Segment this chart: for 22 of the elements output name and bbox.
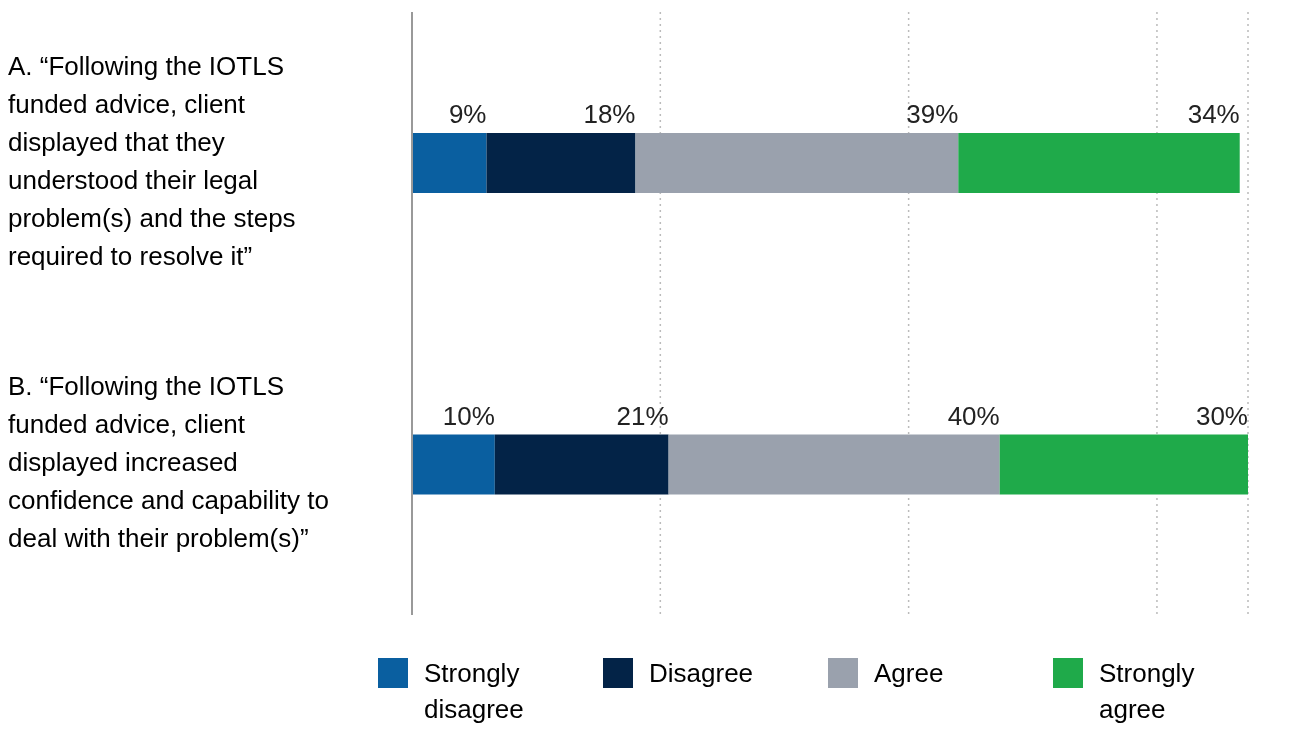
y-tick-label: A. “Following the IOTLS funded advice, client displayed that they understood their legal problem(s) and the steps required to resolve it” (8, 50, 296, 271)
data-label: 40% (947, 400, 1000, 431)
data-label: 18% (583, 99, 636, 129)
bar (668, 434, 1000, 495)
y-tick-label: B. “Following the IOTLS funded advice, client displayed increased confidence and capability to deal with their problem(s)” (8, 371, 329, 554)
bar (494, 434, 669, 495)
data-label: 10% (442, 400, 495, 431)
bar (412, 133, 487, 193)
bar (958, 133, 1240, 193)
data-label: 21% (616, 400, 669, 431)
data-label: 9% (448, 99, 487, 129)
legend-label: Strongly agree (1099, 657, 1196, 726)
bar (486, 133, 636, 193)
data-label: 39% (906, 99, 959, 129)
data-label: 34% (1187, 99, 1240, 129)
bar (412, 434, 495, 495)
legend-label: Disagree (649, 657, 755, 690)
bar (635, 133, 959, 193)
data-label: 30% (1195, 400, 1248, 431)
bar (999, 434, 1248, 495)
legend-label: Strongly disagree (424, 657, 525, 726)
legend-label: Agree (874, 657, 945, 690)
